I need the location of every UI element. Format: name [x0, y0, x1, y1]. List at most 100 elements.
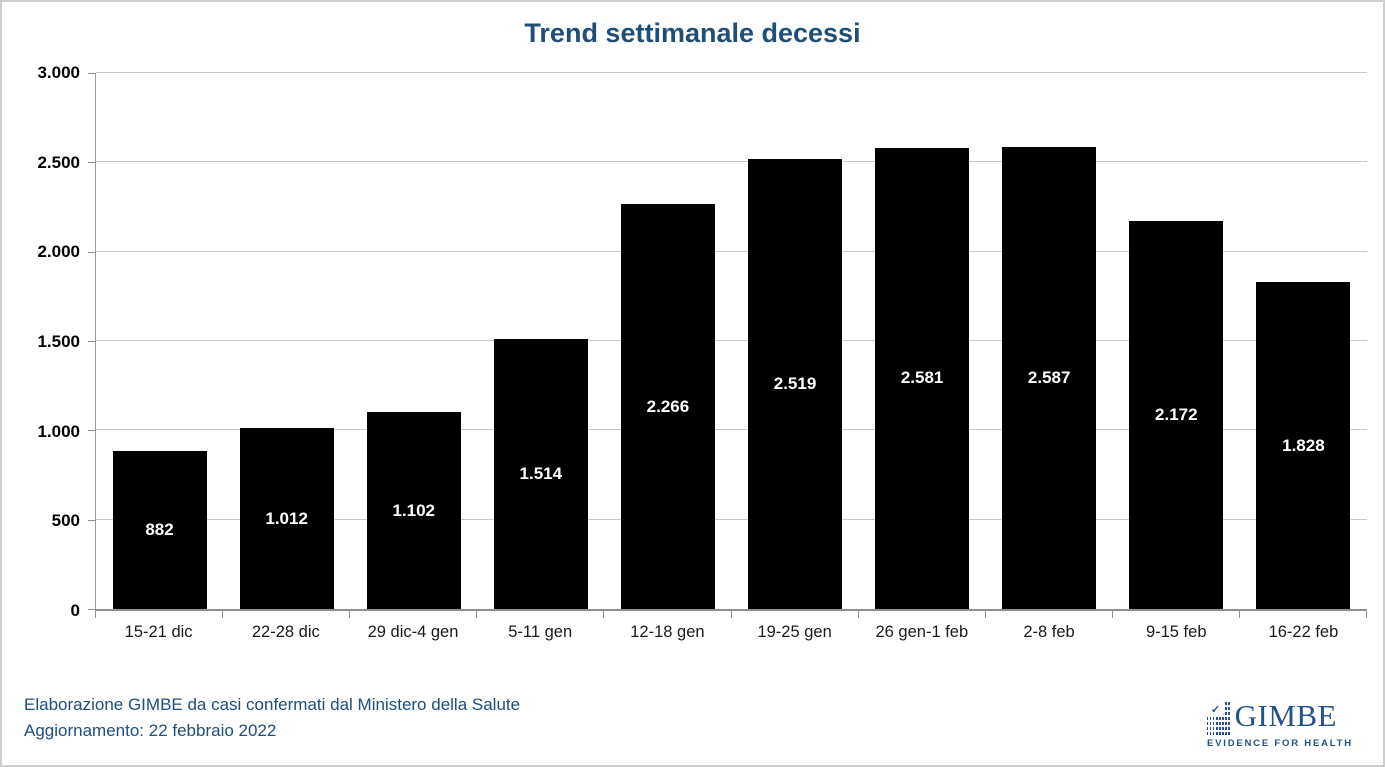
x-axis-category-label: 2-8 feb: [1023, 623, 1075, 641]
x-axis-tick: [349, 611, 351, 618]
logo-grid-cell: [1213, 731, 1215, 735]
bar-cell: 1.102: [350, 73, 477, 609]
logo-grid-cell: [1219, 726, 1221, 731]
x-axis-category-label: 16-22 feb: [1268, 623, 1339, 641]
bar-cell: 2.172: [1113, 73, 1240, 609]
gridline: [96, 429, 1367, 431]
x-axis-category-label: 9-15 feb: [1145, 623, 1207, 641]
y-axis-tick: [88, 341, 96, 342]
y-axis-tick-label: 3.000: [37, 63, 80, 82]
bar-value-label: 1.514: [519, 463, 563, 483]
logo-grid-cell: [1228, 711, 1230, 716]
y-axis-tick: [88, 251, 96, 253]
x-axis-tick: [222, 611, 224, 618]
x-axis-tick: [1366, 611, 1367, 618]
logo-grid-cell: [1210, 731, 1212, 735]
logo-grid-cell: [1216, 731, 1218, 735]
logo-grid-cell: [1222, 721, 1224, 726]
bar-value-label: 1.102: [392, 500, 435, 520]
x-axis-tick: [95, 611, 96, 618]
logo-grid-cell: [1210, 716, 1212, 721]
logo-grid-cell: [1225, 702, 1227, 706]
gimbe-logo: ✓ GIMBE EVIDENCE FOR HEALTH: [1207, 698, 1351, 749]
x-axis-category-label: 12-18 gen: [630, 623, 705, 641]
x-axis-category-label: 5-11 gen: [508, 623, 573, 641]
bar-cell: 2.266: [604, 73, 731, 609]
bar: 1.102: [366, 412, 461, 609]
x-axis-tick: [857, 611, 859, 618]
logo-grid-cell: [1216, 726, 1218, 731]
x-axis-tick: [1111, 611, 1113, 618]
logo-grid-cell: [1228, 721, 1230, 726]
bar: 2.519: [747, 158, 843, 609]
gridline: [96, 518, 1367, 520]
logo-grid-cell: [1222, 716, 1224, 721]
check-icon: ✓: [1207, 702, 1224, 716]
source-note: Elaborazione GIMBE da casi confermati da…: [24, 695, 521, 714]
gridline: [96, 340, 1367, 341]
y-axis-tick: [88, 609, 96, 610]
bars-container: 882 1.012 1.102 1.514 2.266 2.519 2.581 2.587 2.…: [96, 73, 1367, 609]
logo-grid-cell: [1213, 726, 1215, 731]
bar: 2.172: [1129, 220, 1224, 609]
bar-cell: 1.828: [1240, 73, 1367, 609]
logo-grid-cell: [1225, 706, 1227, 711]
x-axis-category-label: 26 gen-1 feb: [875, 623, 969, 641]
y-axis-labels: 0 500 1.000 1.500 2.000 2.500 3.000: [2, 63, 80, 620]
logo-grid-cell: [1207, 726, 1209, 731]
logo-grid-cell: [1222, 726, 1224, 731]
bar: 1.012: [239, 428, 334, 609]
y-axis-tick-label: 1.000: [37, 421, 80, 441]
bar-value-label: 2.266: [646, 396, 690, 416]
logo-grid-cell: [1207, 731, 1209, 735]
bar: 2.587: [1002, 146, 1097, 609]
x-axis-tick: [984, 611, 986, 618]
logo-grid-cell: [1228, 716, 1230, 721]
x-axis-tick: [1238, 611, 1240, 618]
bar-cell: 2.587: [986, 73, 1113, 609]
gridline: [96, 250, 1367, 252]
footer-notes: Elaborazione GIMBE da casi confermati da…: [24, 692, 520, 744]
logo-grid-cell: [1213, 721, 1215, 726]
y-axis-tick-label: 500: [51, 511, 80, 531]
bar-value-label: 882: [145, 520, 174, 540]
bar-value-label: 1.828: [1282, 435, 1325, 455]
y-axis-tick-label: 0: [70, 601, 80, 620]
bar: 1.514: [493, 338, 588, 609]
x-axis-tick: [603, 611, 605, 618]
gridline: [96, 161, 1367, 163]
x-axis-category-label: 15-21 dic: [124, 623, 193, 641]
bar: 2.581: [875, 147, 970, 609]
y-axis-tick-label: 1.500: [37, 332, 80, 351]
y-axis-tick: [88, 162, 96, 164]
x-axis-tick: [476, 611, 478, 618]
logo-grid-cell: [1216, 716, 1218, 721]
logo-grid-cell: [1213, 716, 1215, 721]
logo-grid-cell: [1207, 716, 1209, 721]
logo-grid-cell: [1225, 711, 1227, 716]
logo-grid-cell: [1228, 731, 1230, 735]
gimbe-logo-text: GIMBE: [1234, 698, 1337, 733]
logo-grid-cell: [1225, 731, 1227, 735]
y-axis-tick-label: 2.000: [37, 242, 80, 262]
x-axis-labels: 15-21 dic 22-28 dic 29 dic-4 gen 5-11 gen 12…: [95, 623, 1367, 642]
bar-cell: 2.519: [731, 73, 858, 609]
y-axis-tick: [88, 430, 96, 432]
logo-grid-cell: [1210, 726, 1212, 731]
logo-grid-cell: [1207, 721, 1209, 726]
update-note: Aggiornamento: 22 febbraio 2022: [24, 721, 277, 740]
bar: 882: [112, 451, 207, 609]
logo-grid-cell: [1225, 721, 1227, 726]
y-axis-tick: [88, 73, 96, 74]
y-axis-tick: [88, 519, 96, 521]
bar: 2.266: [620, 204, 715, 609]
gridline: [96, 72, 1367, 73]
logo-grid-cell: [1216, 721, 1218, 726]
logo-grid-cell: [1225, 726, 1227, 731]
bar-cell: 882: [96, 73, 223, 609]
logo-grid-cell: [1219, 721, 1221, 726]
bar: 1.828: [1256, 282, 1351, 609]
bar-value-label: 1.012: [265, 508, 308, 528]
gimbe-logo-icon: ✓: [1207, 702, 1230, 735]
